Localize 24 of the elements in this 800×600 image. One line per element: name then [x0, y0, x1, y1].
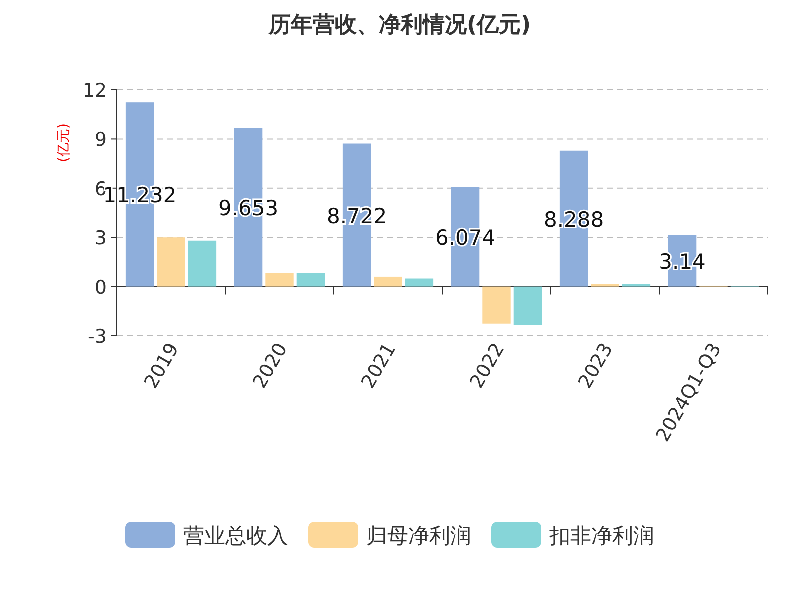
bar	[296, 273, 326, 287]
bar	[591, 284, 620, 287]
legend-label: 扣非净利润	[548, 524, 654, 548]
bar	[266, 273, 294, 287]
y-axis-title: (亿元)	[56, 124, 72, 162]
data-label: 6.074	[435, 226, 496, 250]
y-tick-label: 12	[82, 80, 107, 102]
bar	[405, 278, 434, 287]
y-tick-label: 9	[94, 129, 107, 152]
bar	[157, 238, 186, 287]
bar	[482, 286, 511, 324]
data-label: 8.722	[326, 204, 388, 228]
data-label: 8.288	[544, 208, 604, 232]
bar	[514, 286, 542, 326]
y-tick-label: -3	[88, 326, 107, 348]
legend-label: 归母净利润	[366, 524, 472, 548]
y-tick-label: 0	[94, 276, 107, 299]
data-label: 9.653	[218, 196, 279, 221]
chart-title: 历年营收、净利情况(亿元)	[268, 13, 532, 38]
legend-label: 营业总收入	[184, 524, 288, 548]
y-tick-label: 6	[94, 178, 107, 200]
bar	[188, 240, 217, 287]
bar	[374, 276, 402, 287]
y-tick-label: 3	[94, 228, 107, 250]
